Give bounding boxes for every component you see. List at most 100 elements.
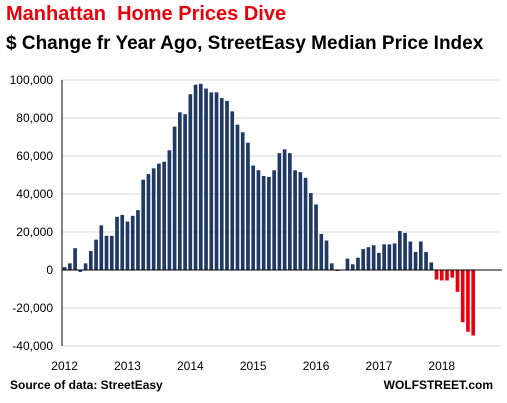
bar	[298, 172, 303, 270]
bar	[371, 245, 376, 270]
bar	[403, 232, 407, 270]
bar	[455, 270, 460, 292]
bar	[382, 244, 386, 270]
bar	[130, 215, 135, 270]
y-tick-label: 100,000	[10, 73, 54, 87]
y-tick-label: 0	[46, 263, 53, 277]
bar	[225, 100, 229, 271]
bar	[408, 241, 413, 270]
bar	[418, 241, 423, 270]
bar	[125, 221, 130, 270]
bar	[471, 270, 476, 336]
y-tick-label: -40,000	[12, 339, 53, 353]
bar	[439, 270, 444, 281]
bar	[230, 111, 235, 270]
bar	[329, 263, 334, 270]
x-tick-label: 2014	[177, 359, 204, 373]
bar	[429, 262, 434, 270]
bar	[240, 132, 245, 270]
bar	[460, 270, 465, 323]
bar	[109, 235, 114, 270]
bar	[78, 270, 83, 272]
chart-subtitle: $ Change fr Year Ago, StreetEasy Median …	[6, 33, 484, 54]
bar	[62, 267, 67, 270]
bar	[413, 251, 418, 270]
x-tick-label: 2017	[366, 359, 393, 373]
bar	[151, 168, 156, 270]
bar	[277, 153, 282, 270]
bar	[256, 170, 261, 270]
chart-title: Manhattan Home Prices Dive	[6, 3, 287, 25]
bar	[204, 88, 208, 270]
y-tick-label: -20,000	[12, 301, 53, 315]
bar	[261, 175, 266, 270]
bar	[73, 248, 77, 270]
bar	[183, 114, 187, 270]
bar	[366, 247, 371, 270]
x-tick-label: 2012	[51, 359, 78, 373]
x-tick-label: 2016	[303, 359, 330, 373]
bar	[345, 258, 350, 270]
source-note: Source of data: StreetEasy	[10, 378, 163, 392]
bar	[466, 270, 470, 332]
bar	[178, 112, 182, 270]
bar	[377, 252, 381, 270]
bar	[251, 165, 256, 270]
x-tick-label: 2013	[114, 359, 141, 373]
bar	[167, 150, 172, 270]
bar	[193, 84, 198, 270]
bar	[115, 216, 119, 270]
bar	[314, 204, 318, 270]
bar	[99, 225, 104, 270]
bar	[141, 179, 146, 270]
y-tick-label: 20,000	[16, 225, 53, 239]
bar	[214, 92, 219, 270]
bar	[146, 174, 151, 270]
bar	[188, 94, 193, 270]
bar	[209, 92, 214, 270]
bars	[62, 83, 476, 336]
bar	[450, 270, 455, 278]
bar	[434, 270, 439, 280]
bar	[68, 263, 72, 270]
y-tick-label: 60,000	[16, 149, 53, 163]
x-tick-label: 2018	[428, 359, 455, 373]
bar	[293, 170, 297, 270]
y-tick-label: 40,000	[16, 187, 53, 201]
bar	[246, 142, 250, 270]
bar	[157, 163, 161, 270]
y-tick-labels: 100,000 80,000 60,000 40,000 20,000 0 -20,000 -…	[10, 73, 54, 353]
x-tick-labels: 2012 2013 2014 2015 2016 2017 2018	[51, 359, 455, 373]
brand-logo-text: WOLFSTREET.com	[383, 378, 493, 392]
bar	[308, 193, 313, 270]
bar	[303, 177, 308, 270]
bar	[350, 264, 355, 270]
bar	[235, 124, 240, 271]
bar	[94, 239, 98, 270]
bar	[282, 149, 287, 270]
bar-chart: 100,000 80,000 60,000 40,000 20,000 0 -20,000 -…	[10, 73, 502, 373]
bar	[83, 263, 88, 270]
bar	[361, 249, 366, 270]
bar	[198, 83, 203, 270]
x-tick-label: 2015	[240, 359, 267, 373]
bar	[387, 244, 392, 270]
bar	[288, 153, 292, 270]
bar	[445, 270, 449, 281]
bar	[324, 240, 329, 270]
bar	[424, 251, 428, 270]
bar	[319, 233, 324, 270]
y-tick-label: 80,000	[16, 111, 53, 125]
bar	[272, 170, 276, 270]
bar	[267, 176, 271, 270]
axes	[61, 80, 502, 346]
bar	[120, 214, 125, 270]
bar	[356, 257, 360, 270]
bar	[398, 231, 402, 270]
bar	[104, 235, 109, 270]
bar	[136, 210, 140, 270]
bar	[88, 251, 93, 270]
bar	[172, 126, 177, 270]
bar	[392, 243, 397, 270]
bar	[219, 98, 224, 270]
